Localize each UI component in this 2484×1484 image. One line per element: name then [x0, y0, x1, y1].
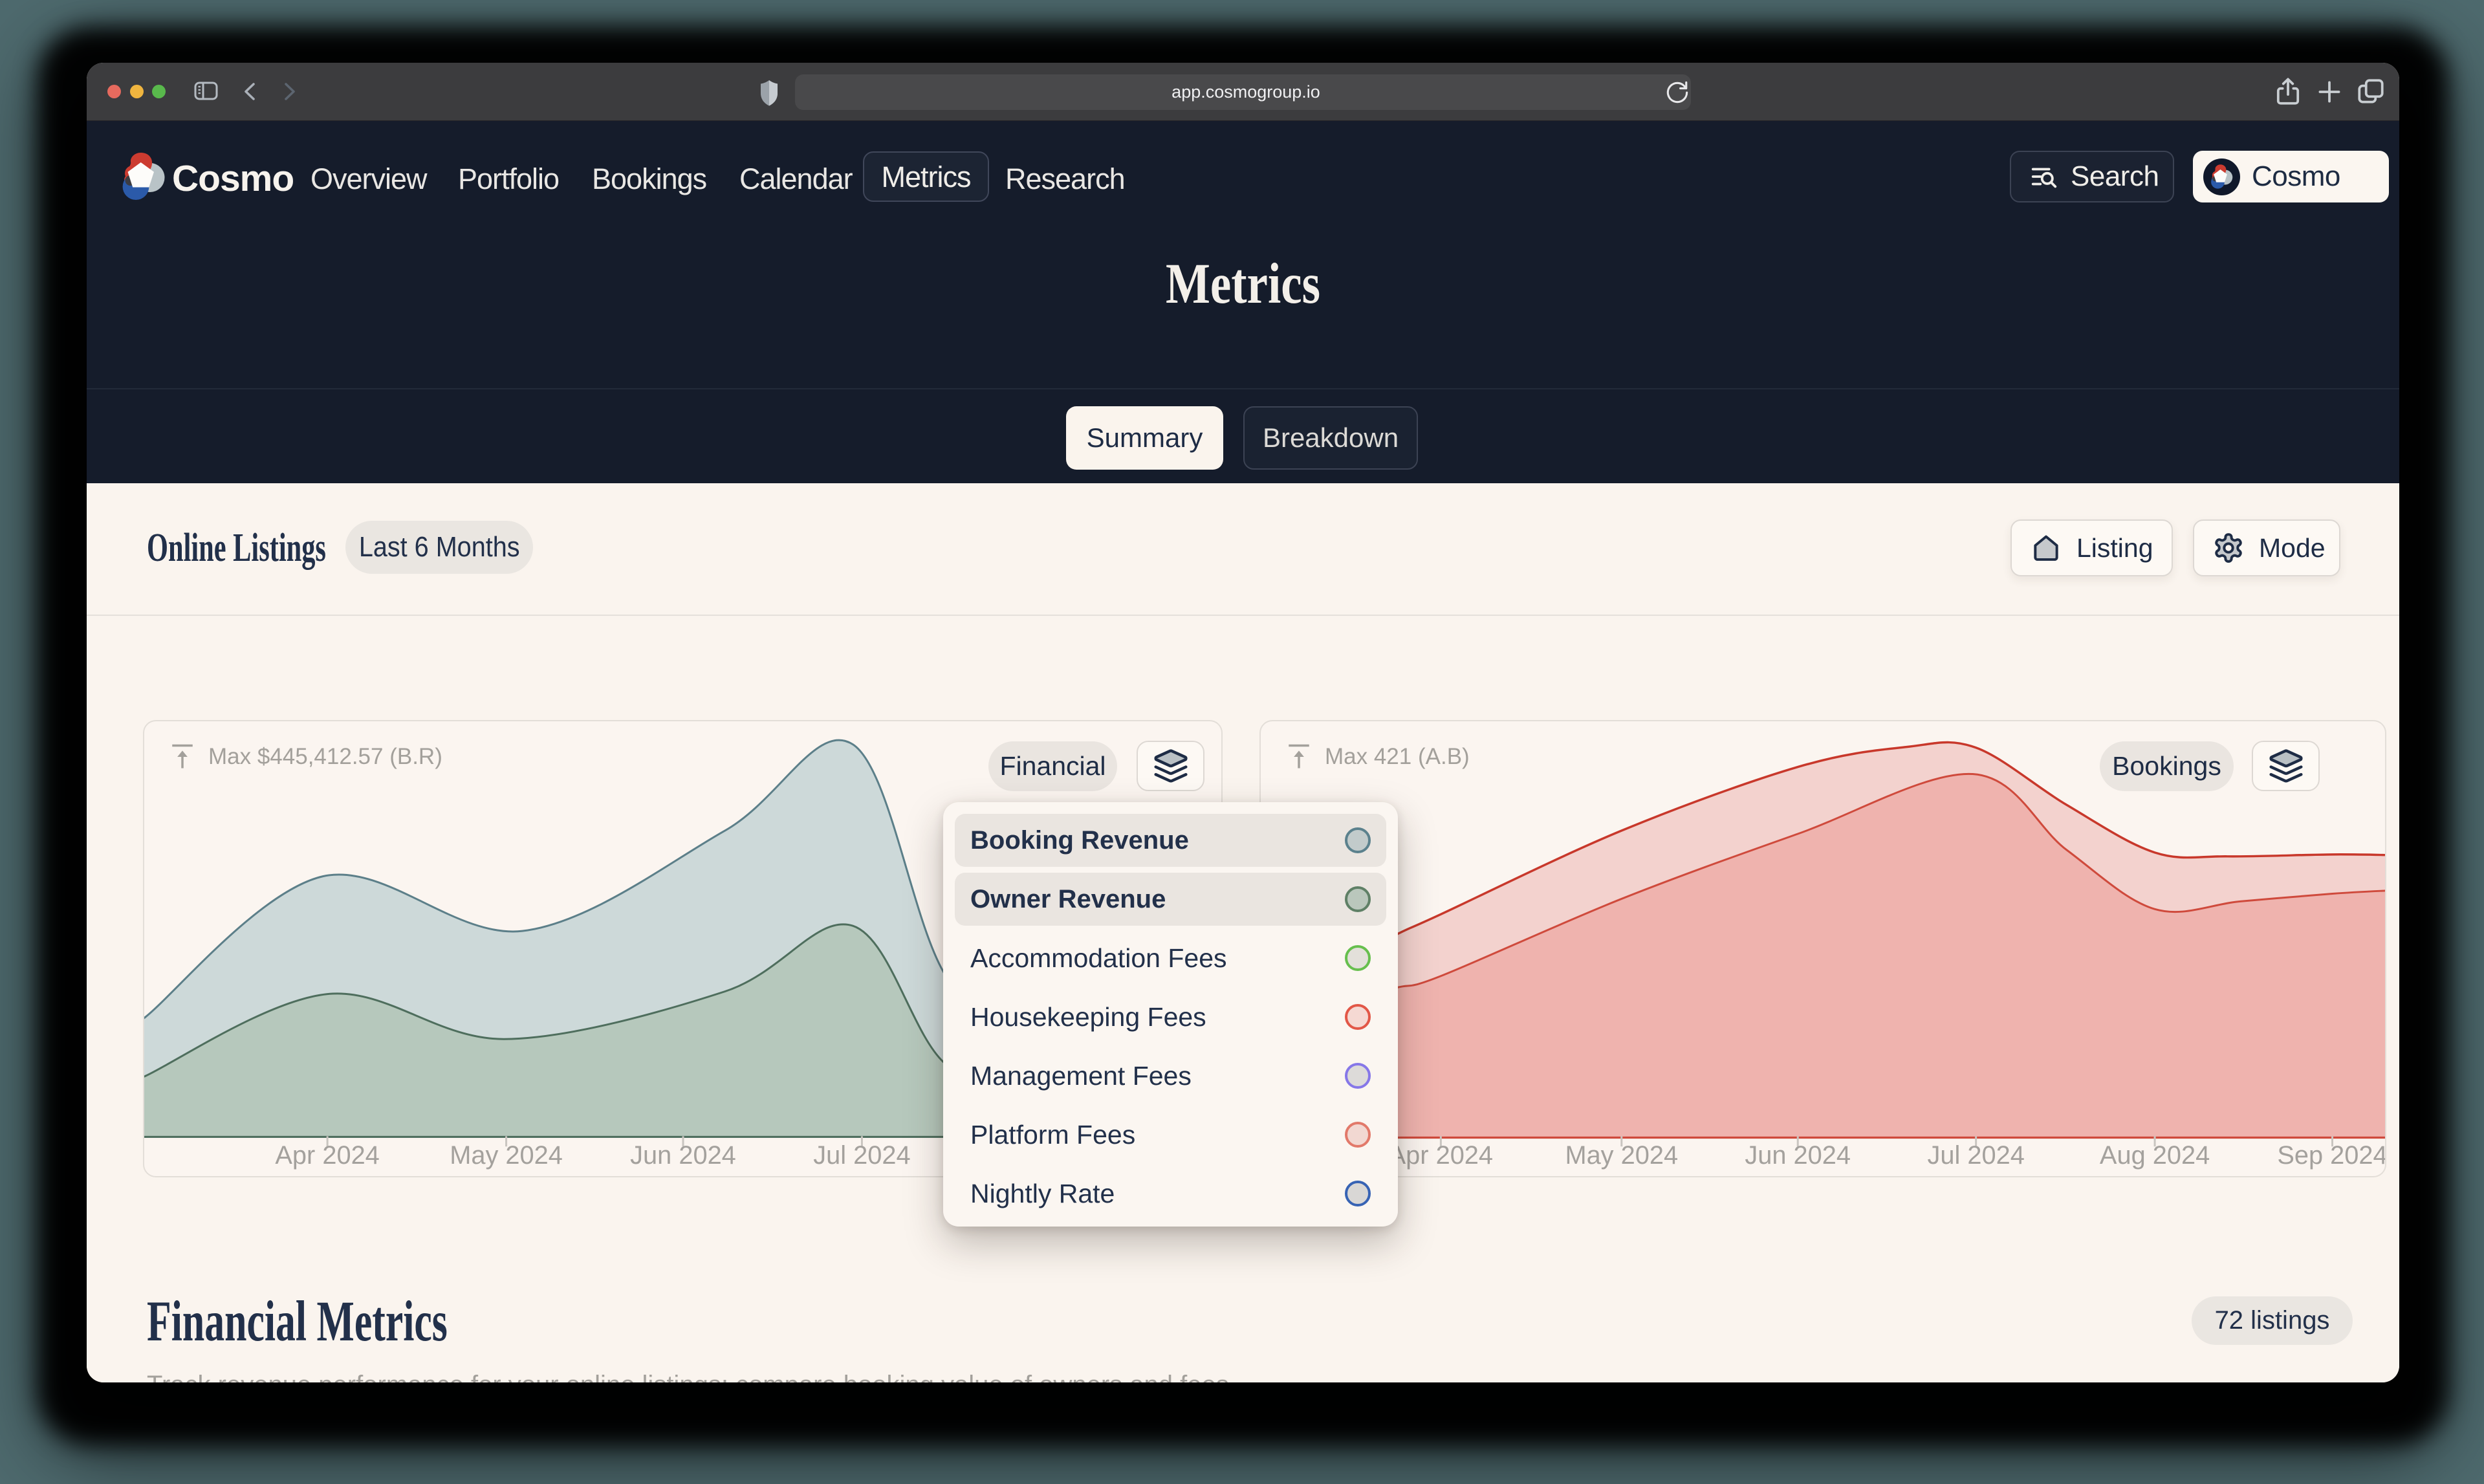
svg-text:Aug 2024: Aug 2024	[2100, 1141, 2210, 1170]
svg-text:Jul 2024: Jul 2024	[1927, 1141, 2024, 1170]
svg-text:Jul 2024: Jul 2024	[813, 1141, 910, 1170]
svg-text:Jun 2024: Jun 2024	[630, 1141, 736, 1170]
svg-text:Jun 2024: Jun 2024	[1745, 1141, 1851, 1170]
svg-text:Apr 2024: Apr 2024	[1389, 1141, 1493, 1170]
svg-text:Apr 2024: Apr 2024	[275, 1141, 379, 1170]
svg-text:May 2024: May 2024	[450, 1141, 563, 1170]
svg-text:May 2024: May 2024	[1565, 1141, 1678, 1170]
svg-text:Sep 2024: Sep 2024	[2277, 1141, 2385, 1170]
